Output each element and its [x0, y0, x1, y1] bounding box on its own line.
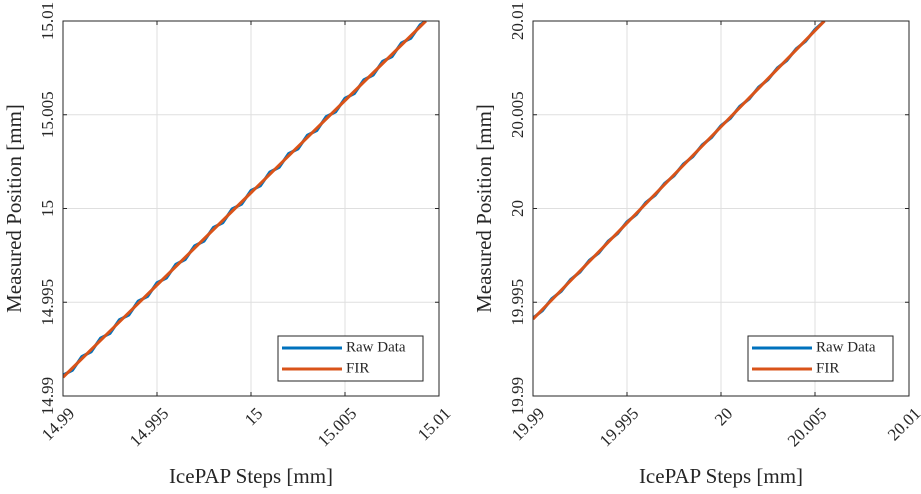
x-tick-label: 20.005	[784, 404, 830, 450]
y-tick-label: 20	[508, 200, 527, 217]
legend-box	[747, 335, 894, 382]
axes-frame	[532, 20, 910, 397]
x-tick-label: 14.995	[126, 404, 172, 450]
series-group	[63, 21, 427, 379]
x-axis-title: IcePAP Steps [mm]	[639, 464, 803, 488]
y-tick-label: 15	[38, 200, 57, 217]
x-tick-label: 19.995	[596, 404, 642, 450]
legend-label: Raw Data	[816, 339, 876, 355]
x-tick-label: 15.01	[414, 404, 454, 444]
y-tick-label: 19.99	[508, 377, 527, 415]
axes-frame	[62, 20, 440, 397]
y-tick-label: 15.005	[38, 91, 57, 138]
legend-label: Raw Data	[346, 339, 406, 355]
x-axis-title: IcePAP Steps [mm]	[169, 464, 333, 488]
x-tick-label: 15	[241, 404, 266, 429]
y-tick-label: 20.01	[508, 2, 527, 40]
x-tick-label: 20	[711, 404, 736, 429]
x-tick-label: 15.005	[314, 404, 360, 450]
data-line	[63, 21, 427, 379]
legend-label: FIR	[346, 360, 369, 376]
y-axis-title: Measured Position [mm]	[472, 104, 496, 313]
y-tick-label: 19.995	[508, 279, 527, 326]
legend: Raw Data FIR	[277, 335, 424, 382]
y-axis-title: Measured Position [mm]	[2, 104, 26, 313]
chart: 14.99 14.995 15 15.005 15.0114.9914.9951515.…	[2, 2, 455, 488]
y-tick-label: 14.995	[38, 279, 57, 326]
x-tick-label: 20.01	[884, 404, 921, 444]
y-tick-label: 20.005	[508, 91, 527, 138]
chart: 19.99 19.995 20 20.005 20.0119.9919.9952020.…	[472, 2, 921, 488]
data-line	[533, 21, 826, 321]
legend: Raw Data FIR	[747, 335, 894, 382]
y-tick-label: 14.99	[38, 377, 57, 415]
legend-label: FIR	[816, 360, 839, 376]
legend-box	[277, 335, 424, 382]
y-tick-label: 15.01	[38, 2, 57, 40]
series-group	[533, 21, 826, 321]
